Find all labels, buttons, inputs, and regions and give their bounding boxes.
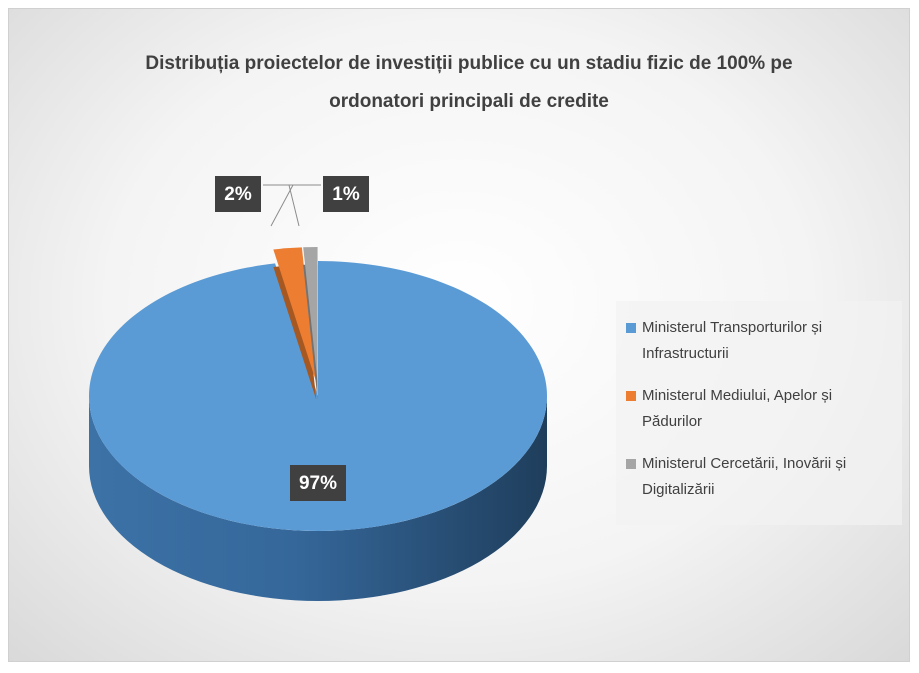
legend: Ministerul Transporturilor și Infrastruc… <box>616 301 902 525</box>
pie-slice <box>303 247 318 383</box>
pie-slice <box>273 247 317 383</box>
plot: 97% 2% 1% <box>88 176 547 601</box>
leader-line <box>263 184 294 227</box>
legend-swatch <box>626 459 636 469</box>
legend-swatch <box>626 391 636 401</box>
legend-label: Ministerul Mediului, Apelor și Pădurilor <box>642 387 833 430</box>
legend-entry: Ministerul Mediului, Apelor și Pădurilor <box>622 383 896 435</box>
pie-slice <box>88 261 547 531</box>
label-box <box>323 176 369 212</box>
pie-slice-side <box>273 264 317 400</box>
legend-label: Ministerul Cercetării, Inovării și Digit… <box>642 455 847 498</box>
data-label: 97% <box>299 473 337 494</box>
data-label: 1% <box>332 184 360 205</box>
chart-title: Distribuția proiectelor de investiții pu… <box>145 53 793 112</box>
label-box <box>215 176 261 212</box>
label-box <box>290 465 346 501</box>
chart: 97% 2% 1% Distribuția proiectelor de inves… <box>8 8 910 662</box>
legend-swatch <box>626 323 636 333</box>
legend-label: Ministerul Transporturilor și Infrastruc… <box>642 319 823 362</box>
legend-entry: Ministerul Cercetării, Inovării și Digit… <box>622 451 896 503</box>
leader-line <box>288 184 321 227</box>
legend-entry: Ministerul Transporturilor și Infrastruc… <box>622 315 896 367</box>
pie-side <box>89 396 547 601</box>
data-label: 2% <box>224 184 252 205</box>
